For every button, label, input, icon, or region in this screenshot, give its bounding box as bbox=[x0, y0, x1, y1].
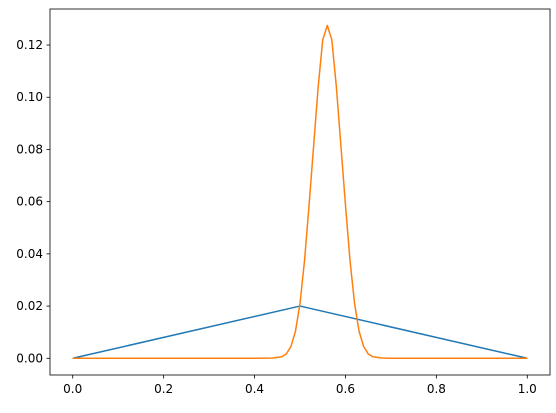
y-tick-label: 0.08 bbox=[16, 142, 43, 156]
y-tick-label: 0.06 bbox=[16, 195, 43, 209]
x-tick-label: 0.8 bbox=[427, 382, 446, 396]
y-tick-label: 0.00 bbox=[16, 351, 43, 365]
y-tick-label: 0.04 bbox=[16, 247, 43, 261]
x-tick-label: 0.2 bbox=[154, 382, 173, 396]
plot-area-frame bbox=[49, 8, 551, 376]
series-layer bbox=[72, 24, 528, 360]
x-tick-label: 0.0 bbox=[63, 382, 82, 396]
x-axis: 0.0 0.2 0.4 0.6 0.8 1.0 bbox=[63, 375, 537, 396]
y-tick-label: 0.10 bbox=[16, 90, 43, 104]
y-axis: 0.00 0.02 0.04 0.06 0.08 0.10 0.12 bbox=[16, 38, 50, 365]
y-tick-label: 0.02 bbox=[16, 299, 43, 313]
x-tick-label: 1.0 bbox=[518, 382, 537, 396]
series-line-2 bbox=[72, 24, 528, 360]
x-tick-label: 0.6 bbox=[336, 382, 355, 396]
x-tick-label: 0.4 bbox=[245, 382, 264, 396]
y-tick-label: 0.12 bbox=[16, 38, 43, 52]
